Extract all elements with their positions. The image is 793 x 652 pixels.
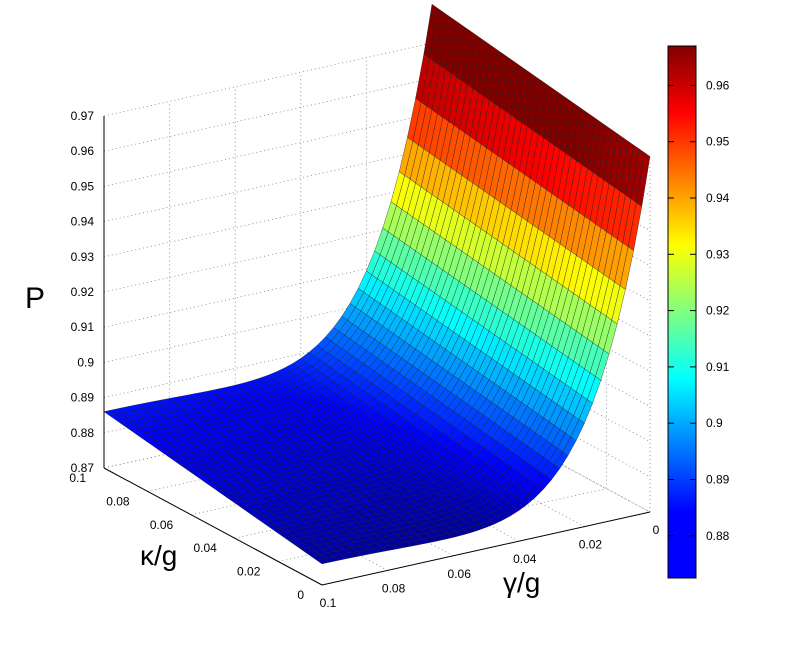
kappa-tick-label: 0.02 xyxy=(237,565,261,579)
kappa-tick-label: 0.06 xyxy=(150,518,174,532)
gamma-tick-label: 0 xyxy=(653,523,660,537)
colorbar-tick-label: 0.91 xyxy=(706,360,730,374)
colorbar-tick-label: 0.96 xyxy=(706,78,730,92)
colorbar-tick-label: 0.92 xyxy=(706,304,730,318)
colorbar-tick-label: 0.88 xyxy=(706,529,730,543)
kappa-tick-label: 0.1 xyxy=(69,471,86,485)
tick-layer: 0.87 0.88 0.89 0.9 0.91 0.92 0.93 0.94 0.95 0.96 0… xyxy=(69,109,659,610)
z-axis-label: P xyxy=(25,282,45,315)
z-tick-label: 0.95 xyxy=(71,179,95,193)
colorbar xyxy=(667,45,697,579)
colorbar-tick-label: 0.95 xyxy=(706,135,730,149)
kappa-tick-label: 0.08 xyxy=(106,494,130,508)
z-tick-label: 0.87 xyxy=(71,461,95,475)
kappa-axis-line xyxy=(103,467,323,586)
kappa-tick-label: 0 xyxy=(297,588,304,602)
z-tick-label: 0.9 xyxy=(77,355,94,369)
colorbar-tick-label: 0.93 xyxy=(706,247,730,261)
axes-layer xyxy=(103,116,651,586)
gamma-tick-label: 0.04 xyxy=(513,552,537,566)
z-tick-label: 0.94 xyxy=(71,215,95,229)
gamma-tick-label: 0.1 xyxy=(320,596,337,610)
colorbar-ticks: 0.88 0.89 0.9 0.91 0.92 0.93 0.94 0.95 0.96 xyxy=(668,78,730,543)
z-tick-label: 0.88 xyxy=(71,426,95,440)
surface-layer xyxy=(103,3,651,565)
kappa-tick-label: 0.04 xyxy=(193,541,217,555)
colorbar-tick-label: 0.9 xyxy=(706,416,723,430)
gamma-axis-label: γ/g xyxy=(503,567,540,598)
kappa-axis-label: κ/g xyxy=(140,540,177,571)
gamma-axis-line xyxy=(321,511,651,586)
gamma-tick-label: 0.02 xyxy=(579,538,603,552)
z-tick-label: 0.97 xyxy=(71,109,95,123)
z-tick-label: 0.96 xyxy=(71,144,95,158)
colorbar-tick-label: 0.89 xyxy=(706,472,730,486)
z-tick-label: 0.89 xyxy=(71,391,95,405)
gamma-tick-label: 0.06 xyxy=(448,567,472,581)
z-tick-label: 0.92 xyxy=(71,285,95,299)
surface-facet xyxy=(103,409,119,416)
z-tick-label: 0.91 xyxy=(71,320,95,334)
colorbar-tick-label: 0.94 xyxy=(706,191,730,205)
z-tick-label: 0.93 xyxy=(71,250,95,264)
gamma-tick-label: 0.08 xyxy=(382,581,406,595)
